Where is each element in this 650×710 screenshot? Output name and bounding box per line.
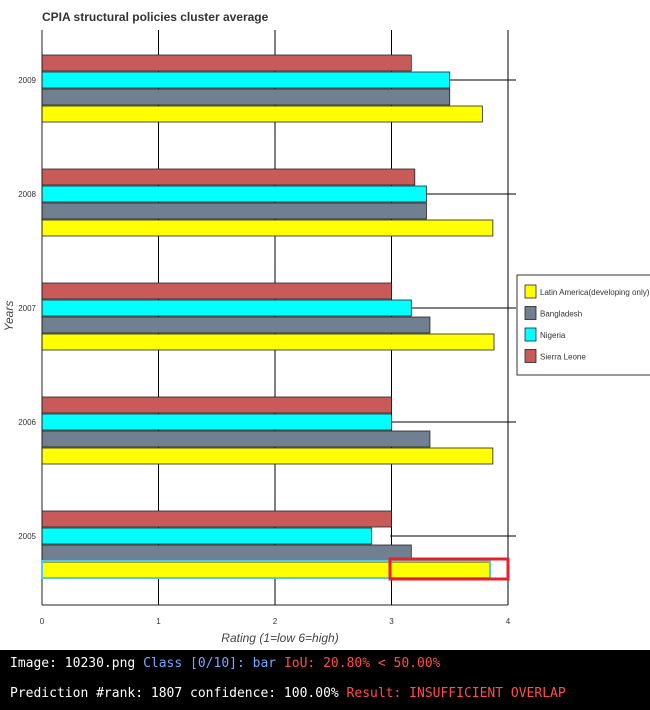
legend-swatch: [524, 349, 537, 363]
legend-label: Latin America(developing only): [540, 288, 650, 297]
legend-label: Bangladesh: [540, 310, 582, 319]
bar: [41, 168, 416, 186]
bar: [41, 333, 495, 351]
bar: [41, 413, 392, 431]
legend-swatch: [524, 327, 537, 342]
x-tick-label: 0: [40, 617, 45, 626]
legend-swatch: [524, 306, 537, 320]
y-tick-label: 2009: [18, 76, 36, 85]
overlay-prediction: Prediction #rank: 1807 confidence: 100.0…: [10, 686, 347, 701]
bar: [41, 219, 494, 237]
bar: [41, 105, 483, 123]
legend-label: Sierra Leone: [540, 353, 586, 362]
bar: [41, 202, 427, 220]
bar: [41, 282, 392, 300]
legend-swatch: [524, 284, 537, 299]
bar: [41, 544, 412, 562]
bar: [41, 447, 494, 465]
bar: [41, 396, 392, 414]
legend: Latin America(developing only) Bangladesh…: [516, 274, 650, 376]
bar: [41, 54, 412, 72]
legend-box: [516, 274, 650, 376]
bar: [41, 88, 451, 106]
bar: [41, 185, 427, 203]
prediction-box: [388, 557, 510, 581]
overlay-result: Result: INSUFFICIENT OVERLAP: [346, 686, 566, 701]
legend-label: Nigeria: [540, 331, 566, 340]
bar: [41, 299, 412, 317]
y-tick-label: 2008: [18, 190, 36, 199]
y-axis-title: Years: [2, 301, 16, 332]
overlay-line-1: Image: 10230.png Class [0/10]: bar IoU: …: [10, 656, 441, 671]
bar: [41, 316, 431, 334]
chart-title: CPIA structural policies cluster average: [42, 10, 269, 24]
y-tick-label: 2006: [18, 418, 36, 427]
bar: [41, 561, 491, 579]
evaluation-overlay: Image: 10230.png Class [0/10]: bar IoU: …: [0, 650, 650, 710]
bar: [41, 527, 373, 545]
y-tick-label: 2005: [18, 532, 36, 541]
bar: [41, 71, 451, 89]
y-tick-label: 2007: [18, 304, 36, 313]
x-tick-label: 3: [389, 617, 394, 626]
x-tick-labels: 0 1 2 3 4: [40, 617, 511, 626]
y-tick-labels: 2009 2008 2007 2006 2005: [18, 76, 36, 541]
ground-truth-box: [41, 560, 491, 579]
x-tick-label: 4: [506, 617, 511, 626]
overlay-image: Image: 10230.png: [10, 656, 144, 671]
x-axis-title: Rating (1=low 6=high): [221, 631, 338, 645]
bar-chart: CPIA structural policies cluster average…: [2, 10, 650, 645]
bars: [41, 54, 495, 579]
x-tick-label: 2: [273, 617, 278, 626]
overlay-class: Class [0/10]: bar: [143, 656, 284, 671]
x-tick-label: 1: [156, 617, 161, 626]
axes: [41, 30, 508, 606]
bar: [41, 510, 392, 528]
overlay-line-2: Prediction #rank: 1807 confidence: 100.0…: [10, 686, 566, 701]
bar: [41, 430, 431, 448]
overlay-iou: IoU: 20.80% < 50.00%: [283, 656, 441, 671]
